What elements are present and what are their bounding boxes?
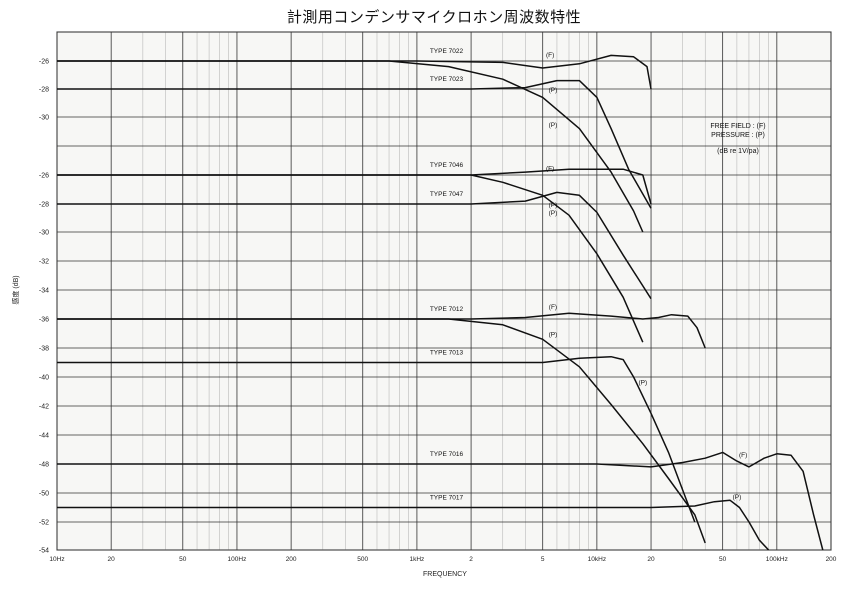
legend-entry: FREE FIELD : (F) bbox=[710, 123, 765, 130]
series-name: TYPE 7017 bbox=[430, 495, 464, 502]
curve-tag: (P) bbox=[733, 494, 742, 501]
y-tick-label: -30 bbox=[39, 115, 49, 122]
series-name: TYPE 7046 bbox=[430, 162, 464, 169]
y-tick-label: -42 bbox=[39, 404, 49, 411]
y-tick-label: -26 bbox=[39, 59, 49, 66]
x-tick-label: 100Hz bbox=[228, 556, 247, 563]
curve-tag: (P) bbox=[549, 210, 558, 217]
response-curve bbox=[57, 174, 644, 343]
y-tick-label: -48 bbox=[39, 462, 49, 469]
curve-tag: (P) bbox=[549, 202, 558, 209]
curve-tag: (F) bbox=[546, 52, 554, 59]
series-name: TYPE 7022 bbox=[430, 48, 464, 55]
response-curve bbox=[57, 355, 696, 523]
legend-entry: PRESSURE : (P) bbox=[711, 132, 765, 139]
response-curve bbox=[57, 318, 706, 544]
response-curve bbox=[57, 451, 824, 551]
series-name: TYPE 7013 bbox=[430, 350, 464, 357]
x-tick-label: 100kHz bbox=[766, 556, 788, 563]
plot-frame bbox=[56, 31, 832, 551]
y-tick-label: -36 bbox=[39, 317, 49, 324]
y-tick-label: -40 bbox=[39, 375, 49, 382]
curve-tag: (P) bbox=[549, 87, 558, 94]
series-name: TYPE 7023 bbox=[430, 76, 464, 83]
x-tick-label: 50 bbox=[719, 556, 727, 563]
x-tick-label: 2 bbox=[469, 556, 473, 563]
y-tick-label: -32 bbox=[39, 259, 49, 266]
response-curve bbox=[57, 499, 770, 551]
response-curve bbox=[57, 168, 652, 205]
response-curves bbox=[57, 54, 824, 551]
curve-tag: (F) bbox=[546, 166, 554, 173]
x-tick-label: 5 bbox=[541, 556, 545, 563]
y-tick-label: -34 bbox=[39, 288, 49, 295]
curve-tag: (P) bbox=[549, 331, 558, 338]
legend: FREE FIELD : (F) PRESSURE : (P) (dB re 1V/… bbox=[710, 123, 765, 155]
curve-tag: (P) bbox=[549, 122, 558, 129]
x-tick-label: 10Hz bbox=[49, 556, 64, 563]
response-curve bbox=[57, 191, 652, 300]
x-tick-label: 500 bbox=[357, 556, 368, 563]
series-name: TYPE 7016 bbox=[430, 451, 464, 458]
y-tick-label: -38 bbox=[39, 346, 49, 353]
curve-tag: (F) bbox=[549, 304, 557, 311]
curve-tag: (F) bbox=[739, 452, 747, 459]
x-tick-label: 200 bbox=[826, 556, 837, 563]
y-tick-label: -44 bbox=[39, 433, 49, 440]
y-tick-label: -52 bbox=[39, 520, 49, 527]
x-tick-label: 20 bbox=[647, 556, 655, 563]
response-curve bbox=[57, 60, 644, 233]
x-tick-label: 10kHz bbox=[588, 556, 606, 563]
series-labels: (F) (P) TYPE 7022 (P) TYPE 7023 (F) (P) TYPE 70… bbox=[430, 48, 747, 502]
y-tick-label: -28 bbox=[39, 202, 49, 209]
y-tick-label: -26 bbox=[39, 173, 49, 180]
y-tick-label: -30 bbox=[39, 230, 49, 237]
y-tick-label: -50 bbox=[39, 491, 49, 498]
response-curve bbox=[57, 79, 652, 209]
y-tick-label: -28 bbox=[39, 87, 49, 94]
series-name: TYPE 7012 bbox=[430, 306, 464, 313]
chart-title: 計測用コンデンサマイクロホン周波数特性 bbox=[286, 8, 582, 26]
y-tick-label: -54 bbox=[39, 548, 49, 555]
x-tick-label: 200 bbox=[286, 556, 297, 563]
x-tick-label: 50 bbox=[179, 556, 187, 563]
x-tick-label: 20 bbox=[108, 556, 116, 563]
response-curve bbox=[57, 54, 652, 90]
y-axis-label: 感度 (dB) bbox=[11, 275, 20, 304]
x-tick-labels: 10Hz 20 50 100Hz 200 500 1kHz 2 5 10kHz 20 50 100kHz… bbox=[49, 556, 836, 563]
legend-entry: (dB re 1V/pa) bbox=[717, 148, 759, 155]
series-name: TYPE 7047 bbox=[430, 191, 464, 198]
x-tick-label: 1kHz bbox=[410, 556, 425, 563]
y-tick-labels: -26 -28 -30 -26 -28 -30 -32 -34 -36 -38 -40 -42 -44 -… bbox=[39, 59, 49, 555]
plot-grid bbox=[56, 31, 832, 551]
response-curve bbox=[57, 312, 706, 349]
x-axis-label: FREQUENCY bbox=[423, 571, 467, 578]
curve-tag: (P) bbox=[638, 379, 647, 386]
